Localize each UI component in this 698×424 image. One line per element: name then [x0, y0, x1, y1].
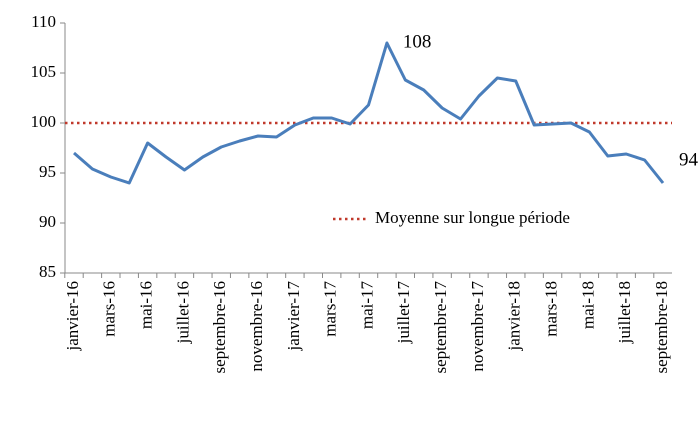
series-line — [73, 41, 665, 185]
x-tick-label: novembre-17 — [468, 281, 487, 372]
x-tick-label: juillet-18 — [615, 281, 634, 344]
x-tick-label: mai-16 — [137, 281, 156, 329]
x-tick-label: mars-16 — [100, 281, 119, 337]
x-tick-label: juillet-17 — [394, 281, 413, 345]
y-tick-label: 105 — [31, 62, 57, 81]
x-tick-label: novembre-16 — [247, 281, 266, 372]
x-tick-label: janvier-16 — [63, 281, 82, 352]
x-tick-label: janvier-18 — [505, 281, 524, 352]
x-tick-label: juillet-16 — [173, 281, 192, 344]
x-tick-label: mai-18 — [578, 281, 597, 329]
y-tick-label: 110 — [31, 12, 56, 31]
x-tick-label: septembre-16 — [210, 281, 229, 374]
data-label: 94 — [679, 149, 698, 170]
y-tick-label: 85 — [39, 262, 56, 281]
x-tick-label: mai-17 — [357, 281, 376, 330]
y-tick-label: 100 — [31, 112, 57, 131]
x-tick-label: mars-18 — [541, 281, 560, 337]
x-tick-label: mars-17 — [321, 281, 340, 337]
x-tick-label: septembre-18 — [652, 281, 671, 374]
y-tick-label: 90 — [39, 212, 56, 231]
legend-label: Moyenne sur longue période — [375, 208, 570, 227]
x-tick-label: septembre-17 — [431, 281, 450, 374]
data-label: 108 — [403, 31, 432, 52]
x-tick-label: janvier-17 — [284, 281, 303, 352]
y-tick-label: 95 — [39, 162, 56, 181]
